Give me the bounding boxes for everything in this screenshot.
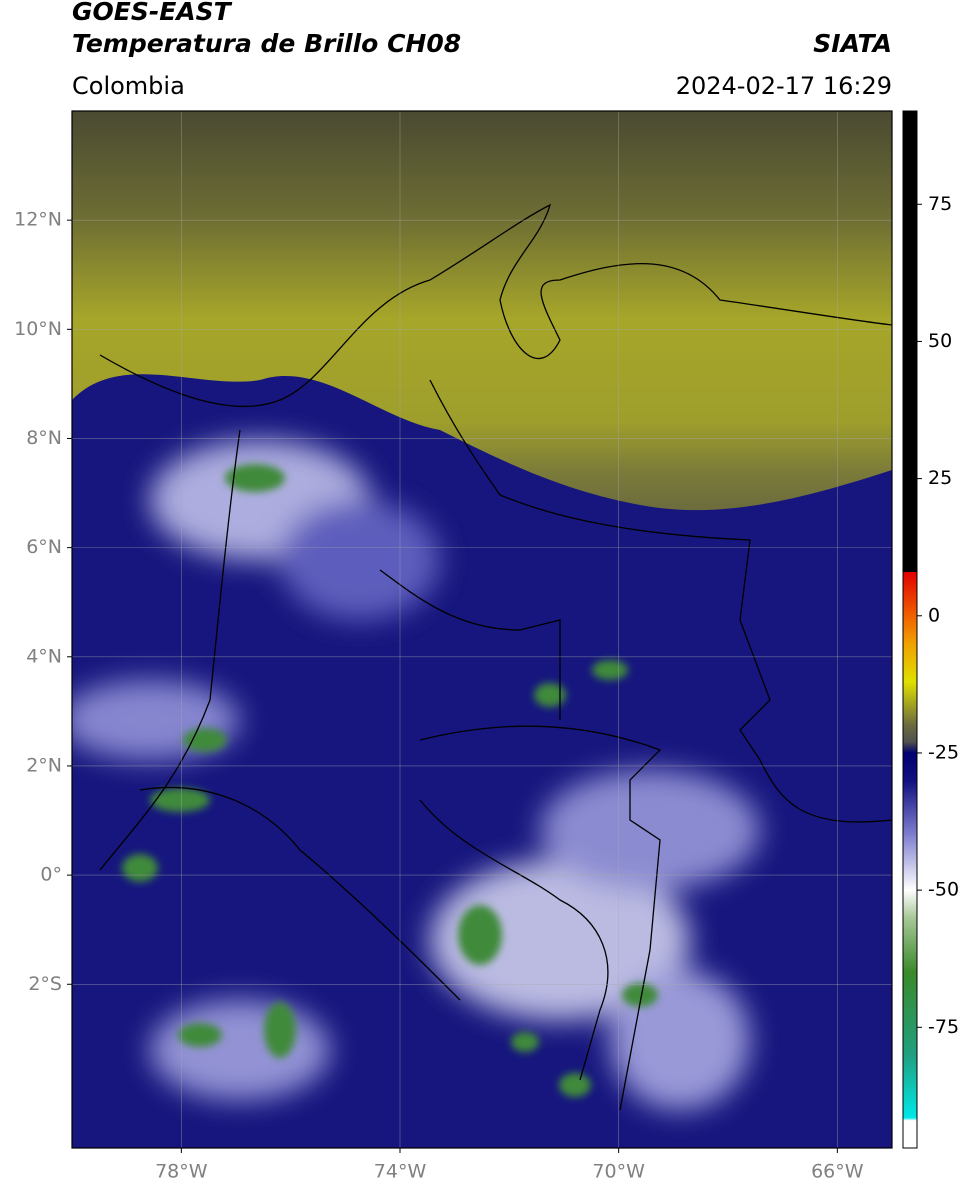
x-tick-label: 66°W (811, 1161, 864, 1183)
y-tick-label: 2°N (26, 754, 62, 776)
colorbar-tick-label: -75 (928, 1016, 959, 1038)
map-frame (71, 110, 893, 1149)
x-tick-label: 70°W (592, 1161, 645, 1183)
y-tick-label: 2°S (28, 973, 62, 995)
datetime: 2024-02-17 16:29 (676, 72, 892, 100)
y-tick-label: 0° (40, 864, 62, 886)
x-tick-label: 74°W (374, 1161, 427, 1183)
x-tick-label: 78°W (155, 1161, 208, 1183)
colorbar-tick-label: 0 (928, 604, 940, 626)
colorbar-tick-label: 75 (928, 193, 952, 215)
title: GOES-EAST (72, 0, 233, 26)
y-tick-label: 8°N (26, 427, 62, 449)
colorbar-tick-label: -25 (928, 741, 959, 763)
y-tick-label: 12°N (14, 209, 62, 231)
y-tick-label: 4°N (26, 645, 62, 667)
colorbar-tick-label: 25 (928, 467, 952, 489)
colorbar (902, 110, 918, 1149)
satellite-image (72, 111, 892, 1148)
subtitle: Temperatura de Brillo CH08 (72, 29, 461, 58)
colorbar-tick-label: -50 (928, 879, 959, 901)
y-tick-label: 6°N (26, 536, 62, 558)
colorbar-tick-label: 50 (928, 330, 952, 352)
source: SIATA (813, 29, 892, 58)
region: Colombia (72, 72, 185, 100)
y-tick-label: 10°N (14, 318, 62, 340)
